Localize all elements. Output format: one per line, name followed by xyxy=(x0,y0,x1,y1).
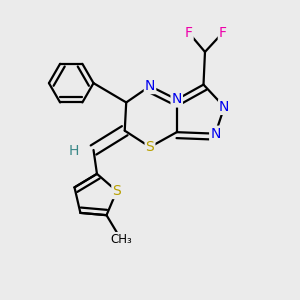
Text: N: N xyxy=(219,100,230,114)
Text: S: S xyxy=(146,140,154,154)
Text: H: H xyxy=(69,144,80,158)
Text: CH₃: CH₃ xyxy=(110,233,132,246)
Text: F: F xyxy=(219,26,227,40)
Text: F: F xyxy=(184,26,193,40)
Text: S: S xyxy=(112,184,121,198)
Text: N: N xyxy=(145,79,155,93)
Text: N: N xyxy=(210,127,220,141)
Text: N: N xyxy=(172,92,182,106)
